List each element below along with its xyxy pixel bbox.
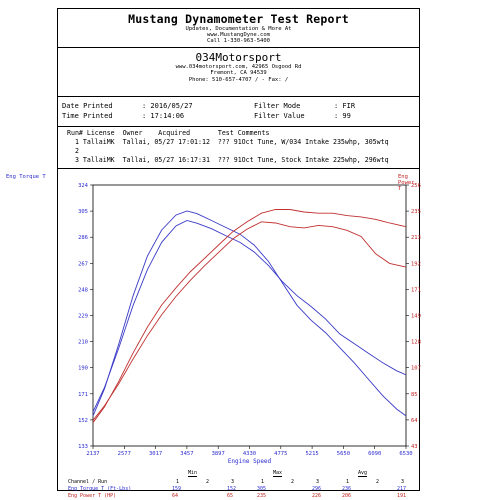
run-row-3: 3 TallaiMK Tallai, 05/27 16:17:31 ??? 91… — [67, 156, 389, 164]
y-right-tick-label: 128 — [411, 340, 421, 346]
y-right-tick-label: 192 — [411, 261, 421, 267]
x-tick-label: 5215 — [305, 451, 318, 457]
torque-series-line-1 — [92, 210, 407, 417]
summary-run-number: 3 — [401, 479, 405, 485]
shop-phone: Phone: 510-657-4707 / - Fax: / — [188, 76, 289, 83]
shop-header: 034Motorsport www.034motorsport.com, 429… — [58, 47, 419, 97]
y-right-tick-label: 64 — [411, 418, 418, 424]
report-subline-3: Call 1-330-963-5400 — [207, 38, 270, 44]
summary-group-header: Max — [273, 470, 283, 477]
summary-value: 236 — [342, 486, 352, 492]
summary-value: 65 — [227, 493, 234, 499]
y-right-tick-label: 149 — [411, 314, 421, 320]
report-title: Mustang Dynamometer Test Report — [128, 12, 349, 26]
y-left-tick-label: 286 — [78, 235, 88, 241]
x-tick-label: 2577 — [118, 451, 131, 457]
filter-mode-label: Filter Mode — [254, 102, 301, 110]
filter-value-value: : 99 — [334, 112, 351, 120]
report-subline-2: www.MustangDyne.com — [207, 32, 270, 38]
summary-row-label: Eng Torque T (Ft-Lbs) — [68, 486, 132, 492]
report-header: Mustang Dynamometer Test Report Updates,… — [58, 9, 419, 48]
shop-city: Fremont, CA 94539 — [210, 70, 267, 77]
summary-run-number: 1 — [346, 479, 350, 485]
summary-value: 64 — [172, 493, 179, 499]
print-info: Date Printed : 2016/05/27 Time Printed :… — [58, 96, 419, 127]
y-left-tick-label: 229 — [78, 314, 88, 320]
run-list: Run# License Owner Acquired Test Comment… — [58, 126, 419, 169]
run-row-1: 1 TallaiMK Tallai, 05/27 17:01:12 ??? 91… — [67, 138, 389, 146]
run-row-2: 2 — [67, 147, 79, 155]
summary-group-header: Avg — [358, 470, 368, 477]
y-left-axis-label: Eng Torque T — [6, 174, 46, 180]
filter-mode-value: : FIR — [334, 102, 356, 110]
summary-value: 152 — [227, 486, 237, 492]
summary-value: 226 — [312, 493, 322, 499]
summary-run-number: 1 — [261, 479, 265, 485]
y-right-axis-label: Eng Power T — [398, 174, 415, 192]
summary-run-number: 3 — [231, 479, 235, 485]
x-tick-label: 2137 — [86, 451, 99, 457]
summary-value: 217 — [397, 486, 407, 492]
y-right-tick-label: 256 — [411, 183, 421, 189]
y-right-tick-label: 107 — [411, 366, 421, 372]
y-left-tick-label: 210 — [78, 340, 88, 346]
summary-row-label: Eng Power T (HP) — [68, 493, 117, 499]
x-tick-label: 6530 — [399, 451, 412, 457]
filter-value-label: Filter Value — [254, 112, 305, 120]
date-printed-label: Date Printed — [62, 102, 113, 110]
time-printed-value: : 17:14:06 — [142, 112, 185, 120]
x-tick-label: 3017 — [149, 451, 162, 457]
summary-run-number: 2 — [376, 479, 380, 485]
y-left-tick-label: 248 — [78, 287, 88, 293]
summary-value: 235 — [257, 493, 267, 499]
y-right-tick-label: 235 — [411, 209, 421, 215]
y-right-tick-label: 43 — [411, 444, 418, 450]
x-tick-label: 6090 — [368, 451, 381, 457]
summary-run-number: 2 — [291, 479, 295, 485]
summary-value: 206 — [342, 493, 352, 499]
shop-address: www.034motorsport.com, 42965 Osgood Rd — [175, 64, 302, 70]
time-printed-label: Time Printed — [62, 112, 113, 120]
y-right-tick-label: 213 — [411, 235, 421, 241]
torque-series-line-2 — [92, 220, 407, 412]
chart-plot: 2137 2577 3017 3457 3897 4330 4775 5215 5650 6090… — [78, 183, 421, 465]
summary-value: 296 — [312, 486, 322, 492]
summary-run-number: 2 — [206, 479, 210, 485]
summary-run-number: 1 — [176, 479, 180, 485]
x-tick-label: 4330 — [243, 451, 256, 457]
y-left-tick-label: 324 — [78, 183, 89, 189]
power-series-line-3 — [92, 209, 407, 423]
dyno-report-page: Mustang Dynamometer Test Report Updates,… — [6, 8, 421, 499]
summary-value: 191 — [397, 493, 407, 499]
y-left-tick-label: 133 — [78, 444, 88, 450]
y-right-tick-label: 171 — [411, 287, 421, 293]
x-tick-label: 3457 — [180, 451, 193, 457]
summary-channel-header: Channel / Run — [68, 479, 108, 485]
dyno-chart: Eng Torque T Eng Power T 2137 2577 3017 345… — [6, 168, 421, 468]
report-subline-1: Updates, Documentation & More At — [185, 26, 292, 32]
x-axis-label: Engine Speed — [228, 458, 272, 465]
summary-value: 305 — [257, 486, 267, 492]
summary-run-number: 3 — [316, 479, 320, 485]
x-tick-label: 4775 — [274, 451, 287, 457]
summary-group-header: Min — [188, 470, 198, 477]
run-list-header: Run# License Owner Acquired Test Comment… — [67, 129, 270, 137]
shop-name: 034Motorsport — [195, 51, 282, 64]
y-right-tick-label: 85 — [411, 392, 418, 398]
y-left-tick-label: 305 — [78, 209, 88, 215]
power-series-line-4 — [92, 221, 407, 421]
y-left-tick-label: 171 — [78, 392, 88, 398]
y-left-tick-label: 152 — [78, 418, 88, 424]
date-printed-value: : 2016/05/27 — [142, 102, 193, 110]
y-left-tick-label: 190 — [78, 366, 88, 372]
summary-value: 159 — [172, 486, 182, 492]
x-tick-label: 5650 — [337, 451, 350, 457]
plot-frame — [92, 184, 407, 447]
x-tick-label: 3897 — [212, 451, 225, 457]
y-left-tick-label: 267 — [78, 261, 88, 267]
